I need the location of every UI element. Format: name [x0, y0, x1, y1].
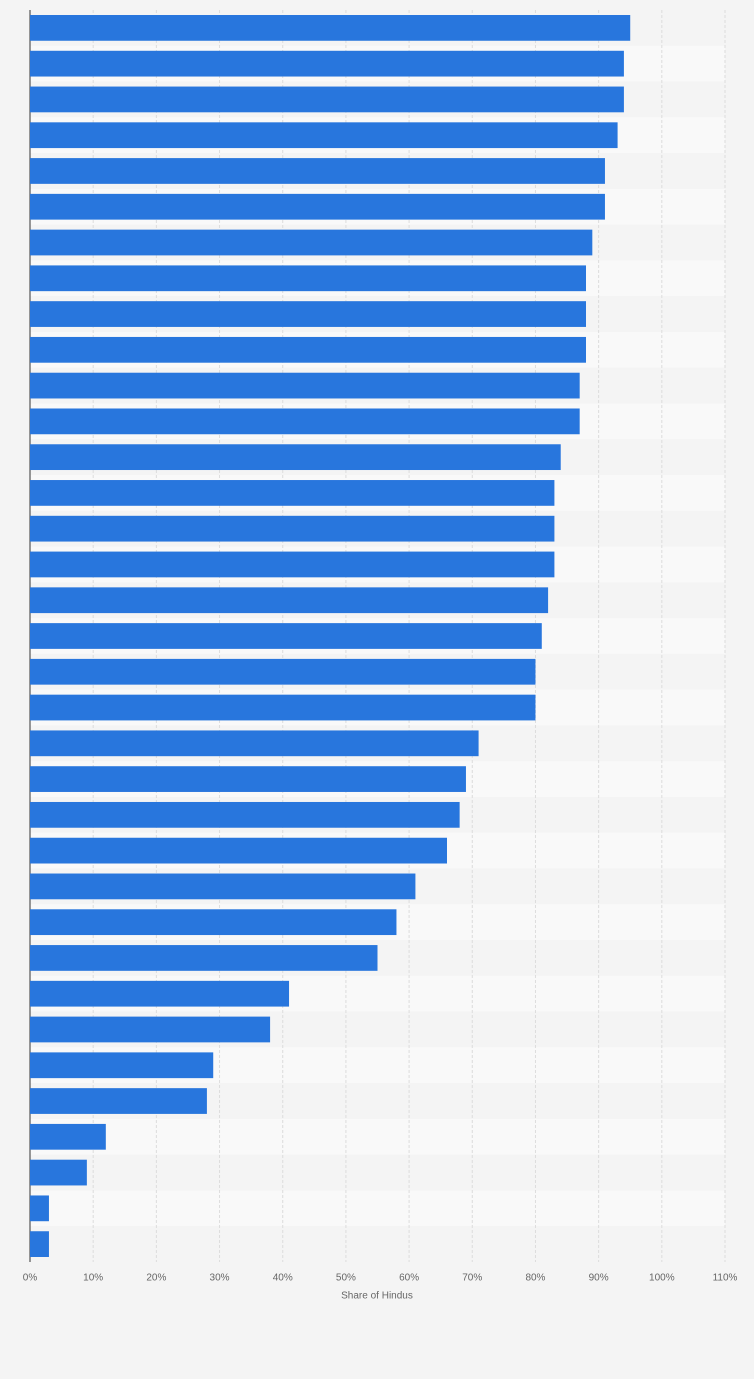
bar [30, 1016, 271, 1043]
x-tick-label: 30% [210, 1273, 230, 1284]
bar [30, 1195, 49, 1222]
x-tick-label: 60% [399, 1273, 419, 1284]
bar [30, 193, 605, 220]
bar [30, 515, 555, 542]
x-tick-label: 10% [83, 1273, 103, 1284]
bar [30, 945, 378, 971]
x-tick-label: 110% [713, 1273, 738, 1284]
row-band [30, 1190, 725, 1227]
bar [30, 336, 586, 363]
x-tick-label: 70% [462, 1273, 482, 1284]
bar [30, 15, 631, 41]
x-tick-label: 0% [23, 1273, 38, 1284]
bar [30, 480, 555, 506]
x-tick-label: 80% [525, 1273, 545, 1284]
bar [30, 551, 555, 578]
x-tick-label: 50% [336, 1273, 356, 1284]
x-axis-title: Share of Hindus [341, 1291, 413, 1302]
row-band [30, 1118, 725, 1155]
bar [30, 658, 536, 685]
x-tick-label: 90% [589, 1273, 609, 1284]
bar [30, 86, 624, 113]
bar [30, 444, 561, 471]
bar [30, 873, 416, 900]
bar [30, 837, 447, 864]
bar [30, 122, 618, 149]
bar [30, 1088, 207, 1114]
bar [30, 301, 586, 327]
x-tick-label: 20% [146, 1273, 166, 1284]
bar [30, 1231, 49, 1257]
bar [30, 408, 580, 435]
bar [30, 1159, 87, 1186]
row-band [30, 1154, 725, 1191]
bar [30, 694, 536, 721]
bar [30, 909, 397, 936]
bar [30, 980, 290, 1007]
bar [30, 229, 593, 256]
bar [30, 1052, 214, 1079]
bar [30, 587, 549, 614]
bar [30, 372, 580, 399]
bar [30, 50, 624, 77]
x-tick-label: 40% [273, 1273, 293, 1284]
bar [30, 623, 542, 649]
bar [30, 265, 586, 292]
bar [30, 730, 479, 757]
bar [30, 766, 466, 792]
row-band [30, 1226, 725, 1262]
x-tick-label: 100% [649, 1273, 675, 1284]
bar [30, 158, 605, 184]
bars [30, 15, 631, 1257]
bar [30, 801, 460, 828]
bar [30, 1123, 106, 1150]
